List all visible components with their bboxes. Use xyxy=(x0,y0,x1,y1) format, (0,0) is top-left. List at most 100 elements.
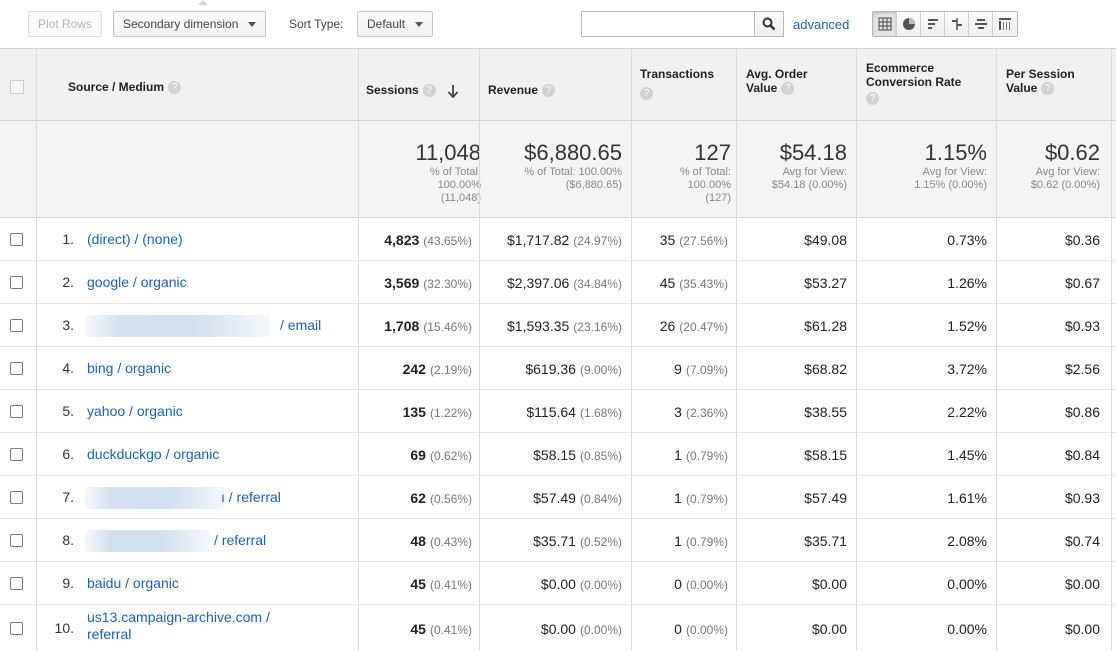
table-grid-icon xyxy=(878,17,891,31)
transactions-header[interactable]: Transactions? xyxy=(640,67,715,100)
column-divider xyxy=(479,49,480,651)
total-transactions-sub: % of Total: 100.00% (127) xyxy=(679,166,731,204)
pivot-view-button[interactable] xyxy=(993,12,1017,36)
column-divider xyxy=(736,49,737,651)
row-checkbox[interactable] xyxy=(10,319,23,332)
term-cloud-view-button[interactable] xyxy=(969,12,993,36)
search-icon xyxy=(762,17,776,31)
help-icon[interactable]: ? xyxy=(640,87,653,100)
total-ecr-sub: Avg for View: 1.15% (0.00%) xyxy=(914,166,987,191)
ecr-cell: 1.26% xyxy=(947,275,987,291)
help-icon[interactable]: ? xyxy=(168,81,182,95)
table-header: Source / Medium? Sessions? Revenue? Tran… xyxy=(0,49,1116,121)
source-medium-link[interactable]: ı / referral xyxy=(221,489,281,505)
plot-rows-button[interactable]: Plot Rows xyxy=(28,11,103,37)
table-row: 9. baidu / organic 45 (0.41%) $0.00 (0.00%… xyxy=(0,562,1116,605)
source-medium-link[interactable]: google / organic xyxy=(87,274,187,290)
row-checkbox[interactable] xyxy=(10,276,23,289)
table-row: 4. bing / organic 242 (2.19%) $619.36 (9.0… xyxy=(0,347,1116,390)
ecommerce-conversion-rate-header[interactable]: Ecommerce Conversion Rate? xyxy=(866,61,962,105)
source-medium-link[interactable]: yahoo / organic xyxy=(87,403,183,419)
help-icon[interactable]: ? xyxy=(1041,82,1055,96)
row-checkbox[interactable] xyxy=(10,534,23,547)
revenue-cell: $115.64 (1.68%) xyxy=(526,404,622,420)
comparison-icon xyxy=(951,18,962,30)
table-row: 7. ı / referral 62 (0.56%) $57.49 (0.84%) … xyxy=(0,476,1116,519)
sessions-cell: 242 (2.19%) xyxy=(402,361,472,377)
revenue-cell: $35.71 (0.52%) xyxy=(533,533,622,549)
avg-order-value-header[interactable]: Avg. Order Value? xyxy=(746,67,808,96)
aov-cell: $49.08 xyxy=(804,232,847,248)
column-divider xyxy=(36,49,37,651)
row-index: 7. xyxy=(62,489,74,505)
revenue-cell: $57.49 (0.84%) xyxy=(533,490,622,506)
row-index: 1. xyxy=(62,231,74,247)
row-checkbox[interactable] xyxy=(10,362,23,375)
source-medium-header[interactable]: Source / Medium? xyxy=(68,80,182,95)
sort-type-value: Default xyxy=(367,17,406,31)
search-input[interactable] xyxy=(581,11,755,37)
column-divider xyxy=(856,49,857,651)
psv-cell: $0.84 xyxy=(1064,447,1100,463)
table-view-button[interactable] xyxy=(873,12,897,36)
row-checkbox[interactable] xyxy=(10,622,23,635)
aov-cell: $0.00 xyxy=(811,576,847,592)
transactions-cell: 9 (7.09%) xyxy=(674,361,728,377)
report-toolbar: Plot Rows Secondary dimension Sort Type:… xyxy=(0,0,1116,48)
revenue-header[interactable]: Revenue? xyxy=(488,83,556,98)
help-icon[interactable]: ? xyxy=(866,92,879,105)
row-index: 8. xyxy=(62,532,74,548)
psv-cell: $0.93 xyxy=(1064,318,1100,334)
revenue-cell: $0.00 (0.00%) xyxy=(540,576,622,592)
table-row: 6. duckduckgo / organic 69 (0.62%) $58.15… xyxy=(0,433,1116,476)
help-icon[interactable]: ? xyxy=(422,84,436,98)
sessions-cell: 3,569 (32.30%) xyxy=(384,275,472,291)
ecr-cell: 0.00% xyxy=(947,621,987,637)
search-button[interactable] xyxy=(754,11,784,37)
row-checkbox[interactable] xyxy=(10,233,23,246)
transactions-cell: 1 (0.79%) xyxy=(674,533,728,549)
per-session-value-header[interactable]: Per Session Value? xyxy=(1006,67,1075,96)
pie-view-button[interactable] xyxy=(897,12,921,36)
advanced-filter-link[interactable]: advanced xyxy=(793,17,850,32)
transactions-cell: 0 (0.00%) xyxy=(674,576,728,592)
source-medium-link[interactable]: duckduckgo / organic xyxy=(87,446,220,462)
collapse-caret-icon xyxy=(198,0,208,5)
sessions-header[interactable]: Sessions? xyxy=(366,83,459,99)
row-checkbox[interactable] xyxy=(10,577,23,590)
source-medium-link[interactable]: baidu / organic xyxy=(87,575,179,591)
table-row: 2. google / organic 3,569 (32.30%) $2,397… xyxy=(0,261,1116,304)
table-row: 5. yahoo / organic 135 (1.22%) $115.64 (1.… xyxy=(0,390,1116,433)
row-checkbox[interactable] xyxy=(10,448,23,461)
psv-cell: $0.00 xyxy=(1064,576,1100,592)
row-checkbox[interactable] xyxy=(10,491,23,504)
transactions-cell: 0 (0.00%) xyxy=(674,621,728,637)
source-medium-link[interactable]: us13.campaign-archive.com / referral xyxy=(87,609,270,642)
sort-type-dropdown[interactable]: Default xyxy=(357,11,434,37)
secondary-dimension-dropdown[interactable]: Secondary dimension xyxy=(113,11,267,37)
total-revenue-sub: % of Total: 100.00% ($6,880.65) xyxy=(524,166,622,191)
source-medium-link[interactable]: / referral xyxy=(214,532,267,548)
psv-cell: $0.74 xyxy=(1064,533,1100,549)
performance-view-button[interactable] xyxy=(921,12,945,36)
source-medium-link[interactable]: / email xyxy=(280,317,322,333)
aov-cell: $35.71 xyxy=(804,533,847,549)
row-index: 2. xyxy=(62,274,74,290)
ecr-cell: 0.00% xyxy=(947,576,987,592)
revenue-cell: $1,717.82 (24.97%) xyxy=(507,232,622,248)
table-row: 1. (direct) / (none) 4,823 (43.65%) $1,71… xyxy=(0,218,1116,261)
source-medium-link[interactable]: bing / organic xyxy=(87,360,172,376)
sessions-cell: 1,708 (15.46%) xyxy=(384,318,472,334)
redacted-source xyxy=(85,315,270,337)
psv-cell: $0.93 xyxy=(1064,490,1100,506)
select-all-checkbox[interactable] xyxy=(10,80,24,94)
source-medium-link[interactable]: (direct) / (none) xyxy=(87,231,183,247)
help-icon[interactable]: ? xyxy=(781,82,795,96)
comparison-view-button[interactable] xyxy=(945,12,969,36)
row-index: 9. xyxy=(62,575,74,591)
aov-cell: $53.27 xyxy=(804,275,847,291)
row-checkbox[interactable] xyxy=(10,405,23,418)
total-sessions-sub: % of Total: 100.00% (11,048) xyxy=(429,166,481,204)
sessions-cell: 69 (0.62%) xyxy=(410,447,472,463)
help-icon[interactable]: ? xyxy=(542,84,556,98)
